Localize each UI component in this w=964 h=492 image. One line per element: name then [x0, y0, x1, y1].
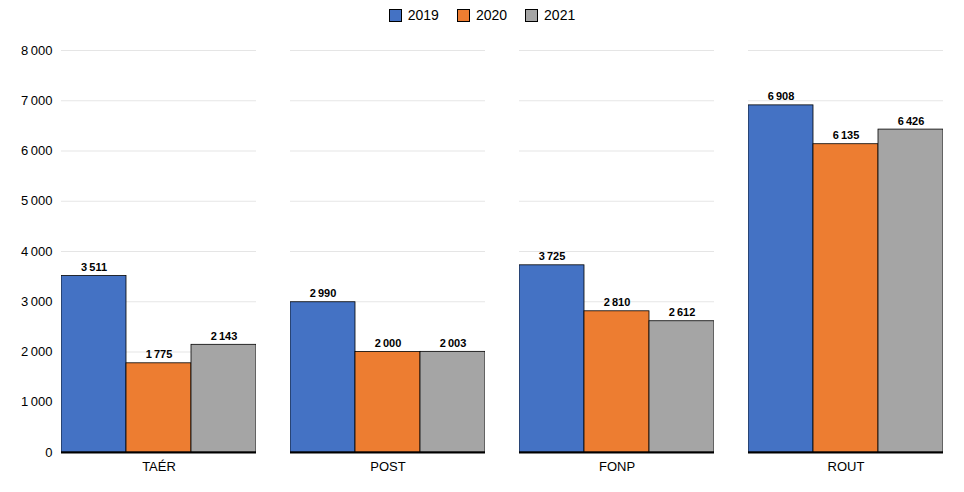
svg-text:3 000: 3 000 [21, 294, 53, 309]
svg-text:8 000: 8 000 [21, 43, 53, 58]
svg-text:2 000: 2 000 [375, 337, 402, 349]
svg-text:7 000: 7 000 [21, 93, 53, 108]
svg-text:1 000: 1 000 [21, 394, 53, 409]
svg-text:2 143: 2 143 [211, 330, 238, 342]
svg-text:6 426: 6 426 [898, 115, 925, 127]
html-text:2019: 2019 [407, 7, 439, 23]
svg-text:FONP: FONP [599, 459, 635, 474]
html-text:2020: 2020 [475, 7, 508, 23]
svg-text:5 000: 5 000 [21, 193, 53, 208]
svg-text:3 725: 3 725 [539, 250, 566, 262]
svg-text:3 511: 3 511 [81, 261, 107, 273]
svg-text:2 003: 2 003 [440, 337, 467, 349]
svg-text:TAÉR: TAÉR [142, 459, 176, 474]
svg-text:6 135: 6 135 [833, 129, 860, 141]
svg-text:0: 0 [45, 445, 52, 460]
html-text:2021: 2021 [544, 7, 576, 23]
svg-text:POST: POST [370, 459, 405, 474]
svg-text:6 908: 6 908 [768, 90, 795, 102]
svg-text:6 000: 6 000 [21, 143, 53, 158]
svg-text:2 612: 2 612 [669, 306, 696, 318]
svg-text:2 000: 2 000 [21, 344, 53, 359]
svg-text:2 990: 2 990 [310, 287, 337, 299]
svg-text:2 810: 2 810 [604, 296, 631, 308]
svg-text:ROUT: ROUT [828, 459, 865, 474]
svg-text:4 000: 4 000 [21, 244, 53, 259]
svg-text:1 775: 1 775 [146, 348, 173, 360]
